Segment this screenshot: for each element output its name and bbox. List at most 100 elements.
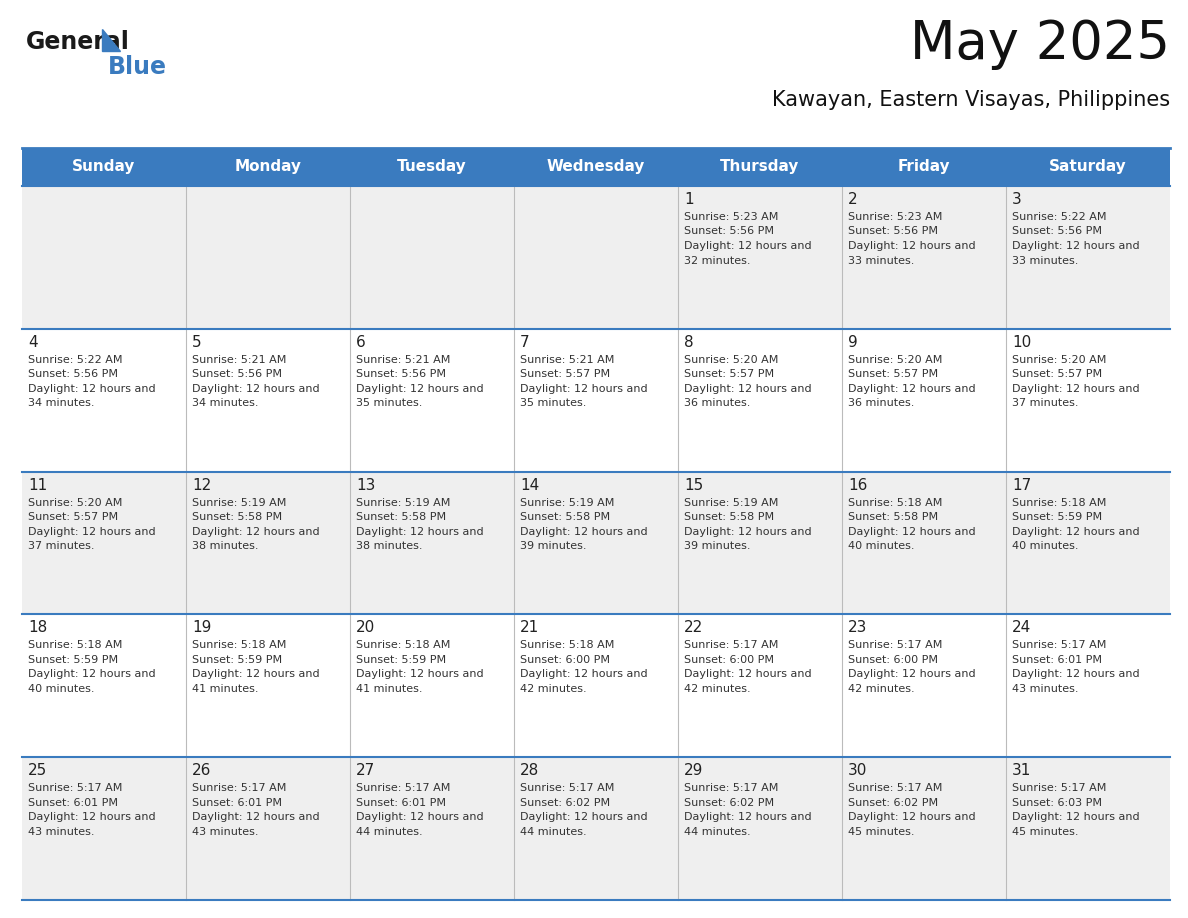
Text: Sunrise: 5:17 AM: Sunrise: 5:17 AM <box>356 783 450 793</box>
Text: Sunset: 6:00 PM: Sunset: 6:00 PM <box>520 655 609 665</box>
Text: Sunset: 5:58 PM: Sunset: 5:58 PM <box>356 512 447 522</box>
Text: Daylight: 12 hours and: Daylight: 12 hours and <box>684 527 811 537</box>
Text: Sunset: 5:56 PM: Sunset: 5:56 PM <box>192 369 282 379</box>
Text: Sunrise: 5:23 AM: Sunrise: 5:23 AM <box>848 212 942 222</box>
Text: 25: 25 <box>29 763 48 778</box>
Text: Daylight: 12 hours and: Daylight: 12 hours and <box>684 812 811 823</box>
Text: Monday: Monday <box>234 160 302 174</box>
Text: Sunrise: 5:22 AM: Sunrise: 5:22 AM <box>29 354 122 364</box>
Text: Sunrise: 5:20 AM: Sunrise: 5:20 AM <box>684 354 778 364</box>
Text: Sunrise: 5:20 AM: Sunrise: 5:20 AM <box>29 498 122 508</box>
Text: Sunset: 6:02 PM: Sunset: 6:02 PM <box>520 798 611 808</box>
Text: Sunrise: 5:18 AM: Sunrise: 5:18 AM <box>520 641 614 650</box>
Text: Daylight: 12 hours and: Daylight: 12 hours and <box>1012 669 1139 679</box>
Text: Sunrise: 5:19 AM: Sunrise: 5:19 AM <box>192 498 286 508</box>
Text: Daylight: 12 hours and: Daylight: 12 hours and <box>520 384 647 394</box>
Text: 24: 24 <box>1012 621 1031 635</box>
Text: Sunrise: 5:17 AM: Sunrise: 5:17 AM <box>29 783 122 793</box>
Text: Daylight: 12 hours and: Daylight: 12 hours and <box>520 812 647 823</box>
Text: Sunset: 6:01 PM: Sunset: 6:01 PM <box>29 798 118 808</box>
Text: 8: 8 <box>684 335 694 350</box>
Text: Sunset: 6:01 PM: Sunset: 6:01 PM <box>1012 655 1102 665</box>
Text: 39 minutes.: 39 minutes. <box>520 541 587 551</box>
Text: Sunrise: 5:17 AM: Sunrise: 5:17 AM <box>1012 783 1106 793</box>
Text: Wednesday: Wednesday <box>546 160 645 174</box>
Bar <box>23 757 1170 900</box>
Text: 14: 14 <box>520 477 539 493</box>
Text: 17: 17 <box>1012 477 1031 493</box>
Text: 41 minutes.: 41 minutes. <box>192 684 259 694</box>
Text: Sunrise: 5:17 AM: Sunrise: 5:17 AM <box>1012 641 1106 650</box>
Text: 33 minutes.: 33 minutes. <box>848 255 915 265</box>
Text: Tuesday: Tuesday <box>397 160 467 174</box>
Text: 4: 4 <box>29 335 38 350</box>
Text: 39 minutes.: 39 minutes. <box>684 541 751 551</box>
Text: Sunrise: 5:19 AM: Sunrise: 5:19 AM <box>684 498 778 508</box>
Text: Daylight: 12 hours and: Daylight: 12 hours and <box>1012 384 1139 394</box>
Bar <box>23 614 1170 757</box>
Text: 45 minutes.: 45 minutes. <box>1012 827 1079 836</box>
Text: 13: 13 <box>356 477 375 493</box>
Text: 30: 30 <box>848 763 867 778</box>
Text: 20: 20 <box>356 621 375 635</box>
Text: 38 minutes.: 38 minutes. <box>356 541 423 551</box>
Bar <box>23 148 1170 186</box>
Text: Sunrise: 5:18 AM: Sunrise: 5:18 AM <box>848 498 942 508</box>
Text: Sunset: 5:58 PM: Sunset: 5:58 PM <box>192 512 282 522</box>
Text: Sunrise: 5:18 AM: Sunrise: 5:18 AM <box>29 641 122 650</box>
Text: Sunrise: 5:22 AM: Sunrise: 5:22 AM <box>1012 212 1106 222</box>
Text: 36 minutes.: 36 minutes. <box>848 398 915 409</box>
Text: 19: 19 <box>192 621 211 635</box>
Text: Daylight: 12 hours and: Daylight: 12 hours and <box>684 241 811 251</box>
Text: 12: 12 <box>192 477 211 493</box>
Text: 34 minutes.: 34 minutes. <box>29 398 95 409</box>
Text: Daylight: 12 hours and: Daylight: 12 hours and <box>848 241 975 251</box>
Text: Daylight: 12 hours and: Daylight: 12 hours and <box>356 669 484 679</box>
Text: Sunrise: 5:17 AM: Sunrise: 5:17 AM <box>684 641 778 650</box>
Text: 28: 28 <box>520 763 539 778</box>
Text: Sunset: 5:56 PM: Sunset: 5:56 PM <box>848 227 939 237</box>
Text: Sunset: 6:02 PM: Sunset: 6:02 PM <box>684 798 775 808</box>
Text: Sunset: 6:00 PM: Sunset: 6:00 PM <box>848 655 939 665</box>
Text: Daylight: 12 hours and: Daylight: 12 hours and <box>848 384 975 394</box>
Text: 32 minutes.: 32 minutes. <box>684 255 751 265</box>
Text: 44 minutes.: 44 minutes. <box>520 827 587 836</box>
Text: Sunset: 5:57 PM: Sunset: 5:57 PM <box>684 369 775 379</box>
Text: Sunrise: 5:17 AM: Sunrise: 5:17 AM <box>192 783 286 793</box>
Bar <box>23 186 1170 329</box>
Text: Sunrise: 5:20 AM: Sunrise: 5:20 AM <box>1012 354 1106 364</box>
Text: Daylight: 12 hours and: Daylight: 12 hours and <box>356 812 484 823</box>
Text: Daylight: 12 hours and: Daylight: 12 hours and <box>520 527 647 537</box>
Text: Sunrise: 5:18 AM: Sunrise: 5:18 AM <box>356 641 450 650</box>
Text: 40 minutes.: 40 minutes. <box>1012 541 1079 551</box>
Text: Sunrise: 5:20 AM: Sunrise: 5:20 AM <box>848 354 942 364</box>
Text: 36 minutes.: 36 minutes. <box>684 398 751 409</box>
Text: 26: 26 <box>192 763 211 778</box>
Text: Sunrise: 5:21 AM: Sunrise: 5:21 AM <box>192 354 286 364</box>
Polygon shape <box>102 29 120 51</box>
Text: 7: 7 <box>520 335 530 350</box>
Text: 40 minutes.: 40 minutes. <box>29 684 95 694</box>
Text: Sunset: 6:02 PM: Sunset: 6:02 PM <box>848 798 939 808</box>
Text: Sunrise: 5:17 AM: Sunrise: 5:17 AM <box>520 783 614 793</box>
Bar <box>23 329 1170 472</box>
Text: Daylight: 12 hours and: Daylight: 12 hours and <box>684 384 811 394</box>
Text: 18: 18 <box>29 621 48 635</box>
Text: Sunrise: 5:17 AM: Sunrise: 5:17 AM <box>848 783 942 793</box>
Text: Sunrise: 5:21 AM: Sunrise: 5:21 AM <box>520 354 614 364</box>
Text: 31: 31 <box>1012 763 1031 778</box>
Text: 35 minutes.: 35 minutes. <box>356 398 423 409</box>
Text: Daylight: 12 hours and: Daylight: 12 hours and <box>192 384 320 394</box>
Text: Sunset: 5:58 PM: Sunset: 5:58 PM <box>684 512 775 522</box>
Text: Daylight: 12 hours and: Daylight: 12 hours and <box>848 812 975 823</box>
Text: Daylight: 12 hours and: Daylight: 12 hours and <box>29 669 156 679</box>
Text: Sunset: 6:01 PM: Sunset: 6:01 PM <box>356 798 446 808</box>
Text: Sunday: Sunday <box>72 160 135 174</box>
Text: 35 minutes.: 35 minutes. <box>520 398 587 409</box>
Text: Daylight: 12 hours and: Daylight: 12 hours and <box>29 812 156 823</box>
Text: Friday: Friday <box>898 160 950 174</box>
Text: Sunrise: 5:18 AM: Sunrise: 5:18 AM <box>1012 498 1106 508</box>
Text: Sunset: 5:58 PM: Sunset: 5:58 PM <box>520 512 611 522</box>
Text: Sunset: 5:58 PM: Sunset: 5:58 PM <box>848 512 939 522</box>
Text: 9: 9 <box>848 335 858 350</box>
